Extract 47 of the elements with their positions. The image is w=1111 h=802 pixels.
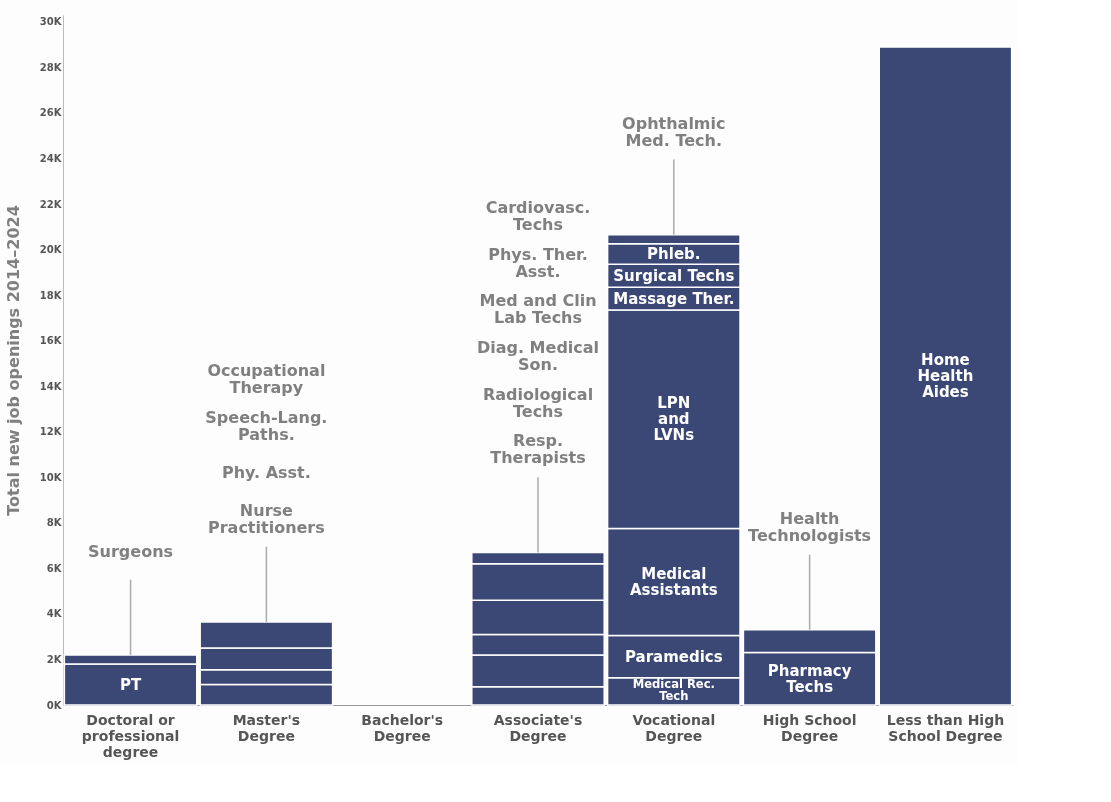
series-label: Phleb. bbox=[647, 245, 701, 264]
annotation: Phy. Asst. bbox=[221, 462, 311, 482]
y-tick-label: 8K bbox=[46, 517, 63, 529]
annotation: Nurse Practitioners bbox=[207, 500, 325, 537]
annotation: Resp. Therapists bbox=[490, 431, 586, 468]
y-tick-label: 24K bbox=[39, 152, 63, 164]
y-tick-label: 0K bbox=[46, 699, 63, 711]
series-label: Medical Assistants bbox=[630, 565, 718, 599]
y-tick-label: 2K bbox=[46, 653, 63, 665]
series-label: PT bbox=[119, 675, 142, 694]
annotation: Radiological Techs bbox=[482, 384, 594, 421]
y-tick-label: 14K bbox=[39, 380, 63, 392]
y-tick-label: 6K bbox=[46, 562, 63, 574]
y-tick-label: 22K bbox=[39, 198, 63, 210]
annotation: Health Technologists bbox=[748, 508, 872, 545]
series-label: Pharmacy Techs bbox=[767, 661, 852, 696]
x-tick-label: Vocational Degree bbox=[632, 711, 716, 744]
series-label: Medical Rec. Tech bbox=[632, 677, 715, 704]
annotation: Surgeons bbox=[88, 542, 174, 562]
y-tick-label: 28K bbox=[39, 61, 63, 73]
annotation: Speech-Lang. Paths. bbox=[205, 407, 328, 444]
y-tick-label: 10K bbox=[39, 471, 63, 483]
y-tick-label: 18K bbox=[39, 289, 63, 301]
y-tick-label: 12K bbox=[39, 426, 63, 438]
x-tick-label: Associate's Degree bbox=[493, 711, 583, 744]
annotation: Occupational Therapy bbox=[207, 360, 326, 397]
series-label: Surgical Techs bbox=[613, 266, 735, 285]
annotation: Med and Clin Lab Techs bbox=[479, 291, 597, 328]
x-tick-label: High School Degree bbox=[762, 711, 857, 744]
y-tick-label: 20K bbox=[39, 244, 63, 256]
series-label: LPN and LVNs bbox=[653, 394, 695, 444]
annotation: Phys. Ther. Asst. bbox=[488, 244, 588, 281]
annotation: Cardiovasc. Techs bbox=[485, 198, 591, 235]
y-tick-label: 26K bbox=[39, 107, 63, 119]
x-tick-label: Less than High School Degree bbox=[886, 711, 1005, 744]
x-tick-label: Bachelor's Degree bbox=[361, 711, 444, 744]
y-tick-label: 30K bbox=[39, 16, 63, 28]
annotation: Diag. Medical Son. bbox=[476, 338, 600, 375]
y-tick-label: 16K bbox=[39, 335, 63, 347]
y-axis-title: Total new job openings 2014–2024 bbox=[3, 205, 23, 516]
x-tick-label: Doctoral or professional degree bbox=[81, 711, 180, 760]
annotation: Ophthalmic Med. Tech. bbox=[622, 113, 726, 150]
series-label: Paramedics bbox=[624, 647, 723, 666]
y-tick-label: 4K bbox=[46, 608, 63, 620]
series-label: Massage Ther. bbox=[613, 289, 735, 308]
series-label: Home Health Aides bbox=[917, 351, 974, 401]
x-tick-label: Master's Degree bbox=[232, 711, 301, 744]
